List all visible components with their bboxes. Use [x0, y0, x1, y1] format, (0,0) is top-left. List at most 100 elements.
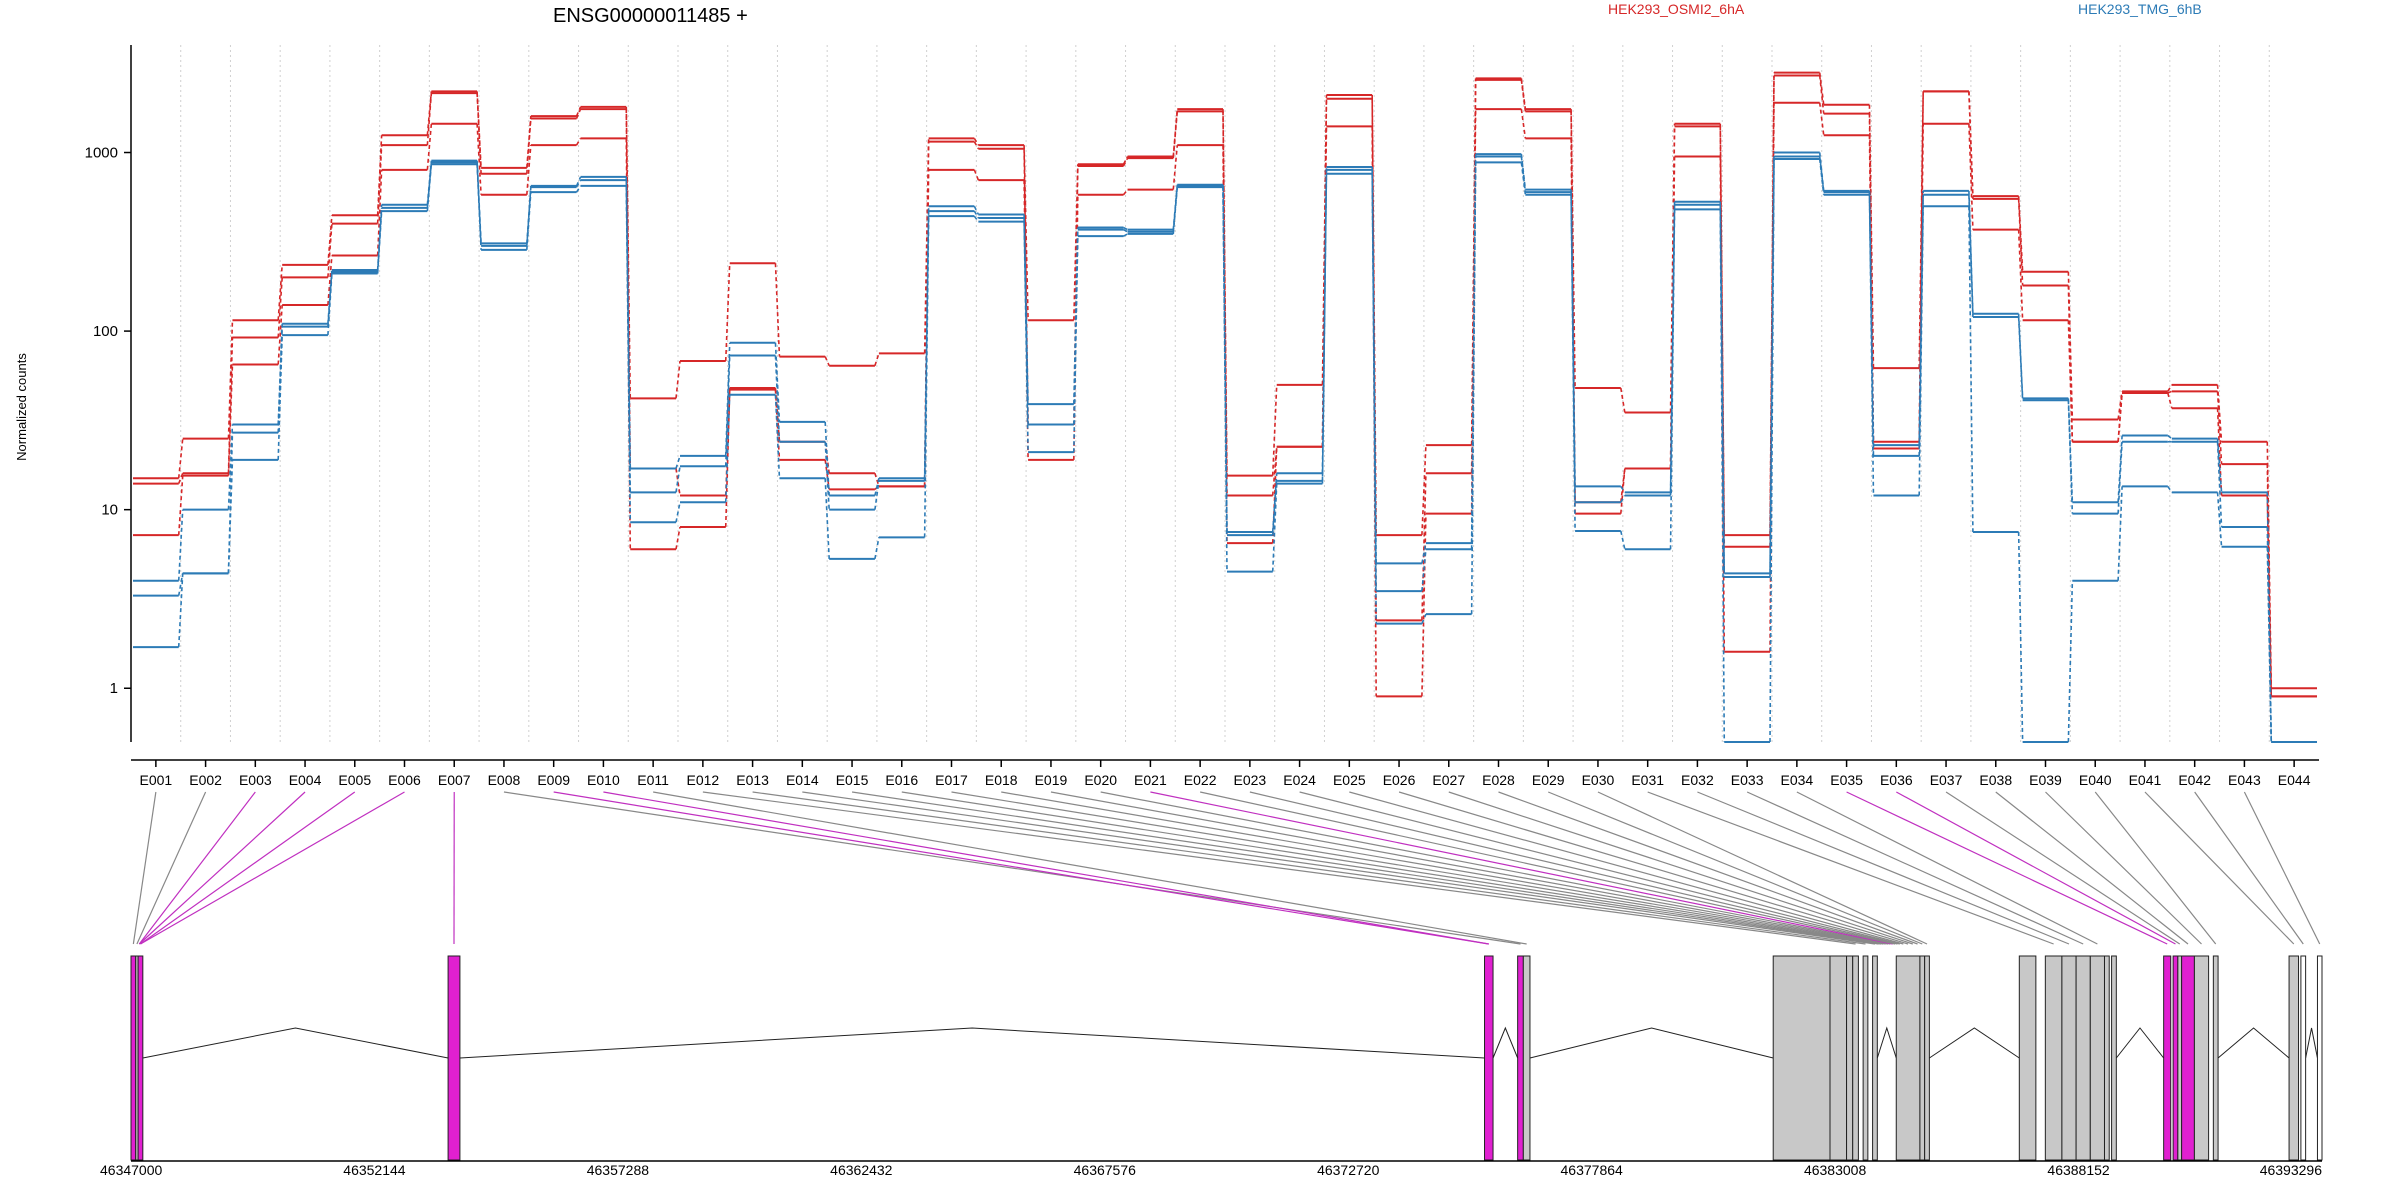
- exon-mapping-line: [136, 791, 207, 945]
- series-connector: [2017, 229, 2024, 321]
- series-connector: [724, 389, 731, 527]
- series-connector: [1123, 228, 1128, 233]
- x-tick-label: E036: [1880, 772, 1913, 788]
- exon-mapping-line: [2243, 791, 2321, 945]
- intron-line: [2217, 1027, 2290, 1059]
- series-connector: [1172, 187, 1179, 235]
- series-connector: [874, 472, 880, 487]
- series-lines: [133, 71, 2317, 743]
- series-connector: [1818, 102, 1825, 136]
- genomic-tick-label: 46393296: [2260, 1162, 2323, 1178]
- exon-mapping-line: [2144, 791, 2295, 945]
- x-tick-label: E038: [1979, 772, 2012, 788]
- series-connector: [1122, 189, 1129, 196]
- series-connector: [1868, 194, 1875, 496]
- exon-block: [2288, 955, 2300, 1161]
- exon-block: [1772, 955, 1831, 1161]
- series-connector: [874, 537, 880, 560]
- series-connector: [1620, 495, 1626, 503]
- exon-mapping-line: [1100, 791, 1891, 945]
- series-connector: [376, 211, 383, 274]
- x-tick-label: E027: [1432, 772, 1465, 788]
- series-connector: [575, 108, 582, 119]
- series-connector: [2067, 320, 2074, 442]
- exon-block: [2018, 955, 2037, 1161]
- exon-block: [1522, 955, 1531, 1161]
- exon-block: [2061, 955, 2077, 1161]
- exon-mapping-line: [140, 791, 405, 945]
- series-connector: [1968, 123, 1974, 230]
- exon-block: [1484, 955, 1494, 1161]
- x-tick-label: E023: [1234, 772, 1267, 788]
- chart-title: ENSG00000011485 +: [553, 5, 748, 27]
- x-tick-label: E006: [388, 772, 421, 788]
- series-connector: [1172, 145, 1179, 190]
- series-connector: [1421, 445, 1427, 536]
- x-tick-label: E029: [1532, 772, 1565, 788]
- series-connector: [1669, 209, 1676, 550]
- x-tick-label: E033: [1731, 772, 1764, 788]
- x-tick-label: E039: [2029, 772, 2062, 788]
- genomic-coordinate-axis: 46347000 46352144 46357288 46362432 46367576…: [100, 1160, 2323, 1178]
- series-connector: [1620, 468, 1626, 514]
- x-tick-label: E021: [1134, 772, 1167, 788]
- series-connector: [526, 145, 532, 195]
- series-connector: [2117, 392, 2123, 442]
- exon-block: [1872, 955, 1878, 1161]
- series-connector: [277, 304, 283, 365]
- series-connector: [973, 210, 980, 219]
- series-connector: [2017, 531, 2024, 743]
- series-connector: [1470, 162, 1477, 615]
- x-tick-label: E009: [537, 772, 570, 788]
- series-connector: [2167, 392, 2173, 409]
- series-connector: [227, 364, 234, 476]
- exon-block: [1924, 955, 1930, 1161]
- exon-block: [1846, 955, 1854, 1161]
- series-connector: [1769, 158, 1775, 743]
- exon-block: [137, 955, 144, 1161]
- series-connector: [376, 169, 383, 256]
- series-connector: [1520, 109, 1527, 139]
- series-connector: [1421, 613, 1427, 624]
- y-tick-label: 10: [101, 502, 118, 519]
- exon-block: [2075, 955, 2091, 1161]
- exon-mapping-line: [1200, 791, 1896, 945]
- x-tick-label: E035: [1830, 772, 1863, 788]
- exon-mapping-line: [132, 791, 157, 945]
- x-tick-label: E037: [1930, 772, 1963, 788]
- exon-block: [2316, 955, 2323, 1161]
- exon-mapping-line: [1349, 791, 1904, 945]
- exon-mapping-line: [553, 791, 1489, 945]
- series-connector: [973, 205, 980, 215]
- series-connector: [1371, 173, 1377, 624]
- x-tick-label: E019: [1035, 772, 1068, 788]
- series-connector: [177, 472, 184, 484]
- exon-block: [2103, 955, 2110, 1161]
- series-connector: [1570, 109, 1576, 389]
- exon-mapping-line: [851, 791, 1879, 945]
- exon-mapping-line: [2045, 791, 2202, 945]
- x-tick-label: E014: [786, 772, 819, 788]
- series-connector: [327, 255, 333, 306]
- series-connector: [575, 137, 582, 146]
- x-tick-label: E020: [1084, 772, 1117, 788]
- series-connector: [1421, 513, 1427, 697]
- series-connector: [426, 123, 433, 170]
- series-connector: [1271, 446, 1278, 496]
- series-connector: [177, 509, 184, 581]
- series-connector: [1520, 162, 1527, 195]
- x-tick-label: E002: [189, 772, 222, 788]
- series-connector: [1073, 236, 1079, 453]
- y-tick-label: 100: [93, 323, 118, 340]
- series-connector: [1719, 209, 1726, 743]
- exon-mapping-line: [702, 791, 1856, 945]
- series-connector: [1271, 384, 1278, 476]
- exon-mapping-line: [653, 791, 1527, 945]
- series-connector: [177, 573, 184, 596]
- genomic-tick-label: 46377864: [1561, 1162, 1624, 1178]
- intron-line: [2305, 1027, 2318, 1059]
- exon-mapping-line: [138, 791, 306, 945]
- exon-mapping-line: [603, 791, 1489, 945]
- series-connector: [1918, 194, 1924, 456]
- series-connector: [1719, 204, 1726, 577]
